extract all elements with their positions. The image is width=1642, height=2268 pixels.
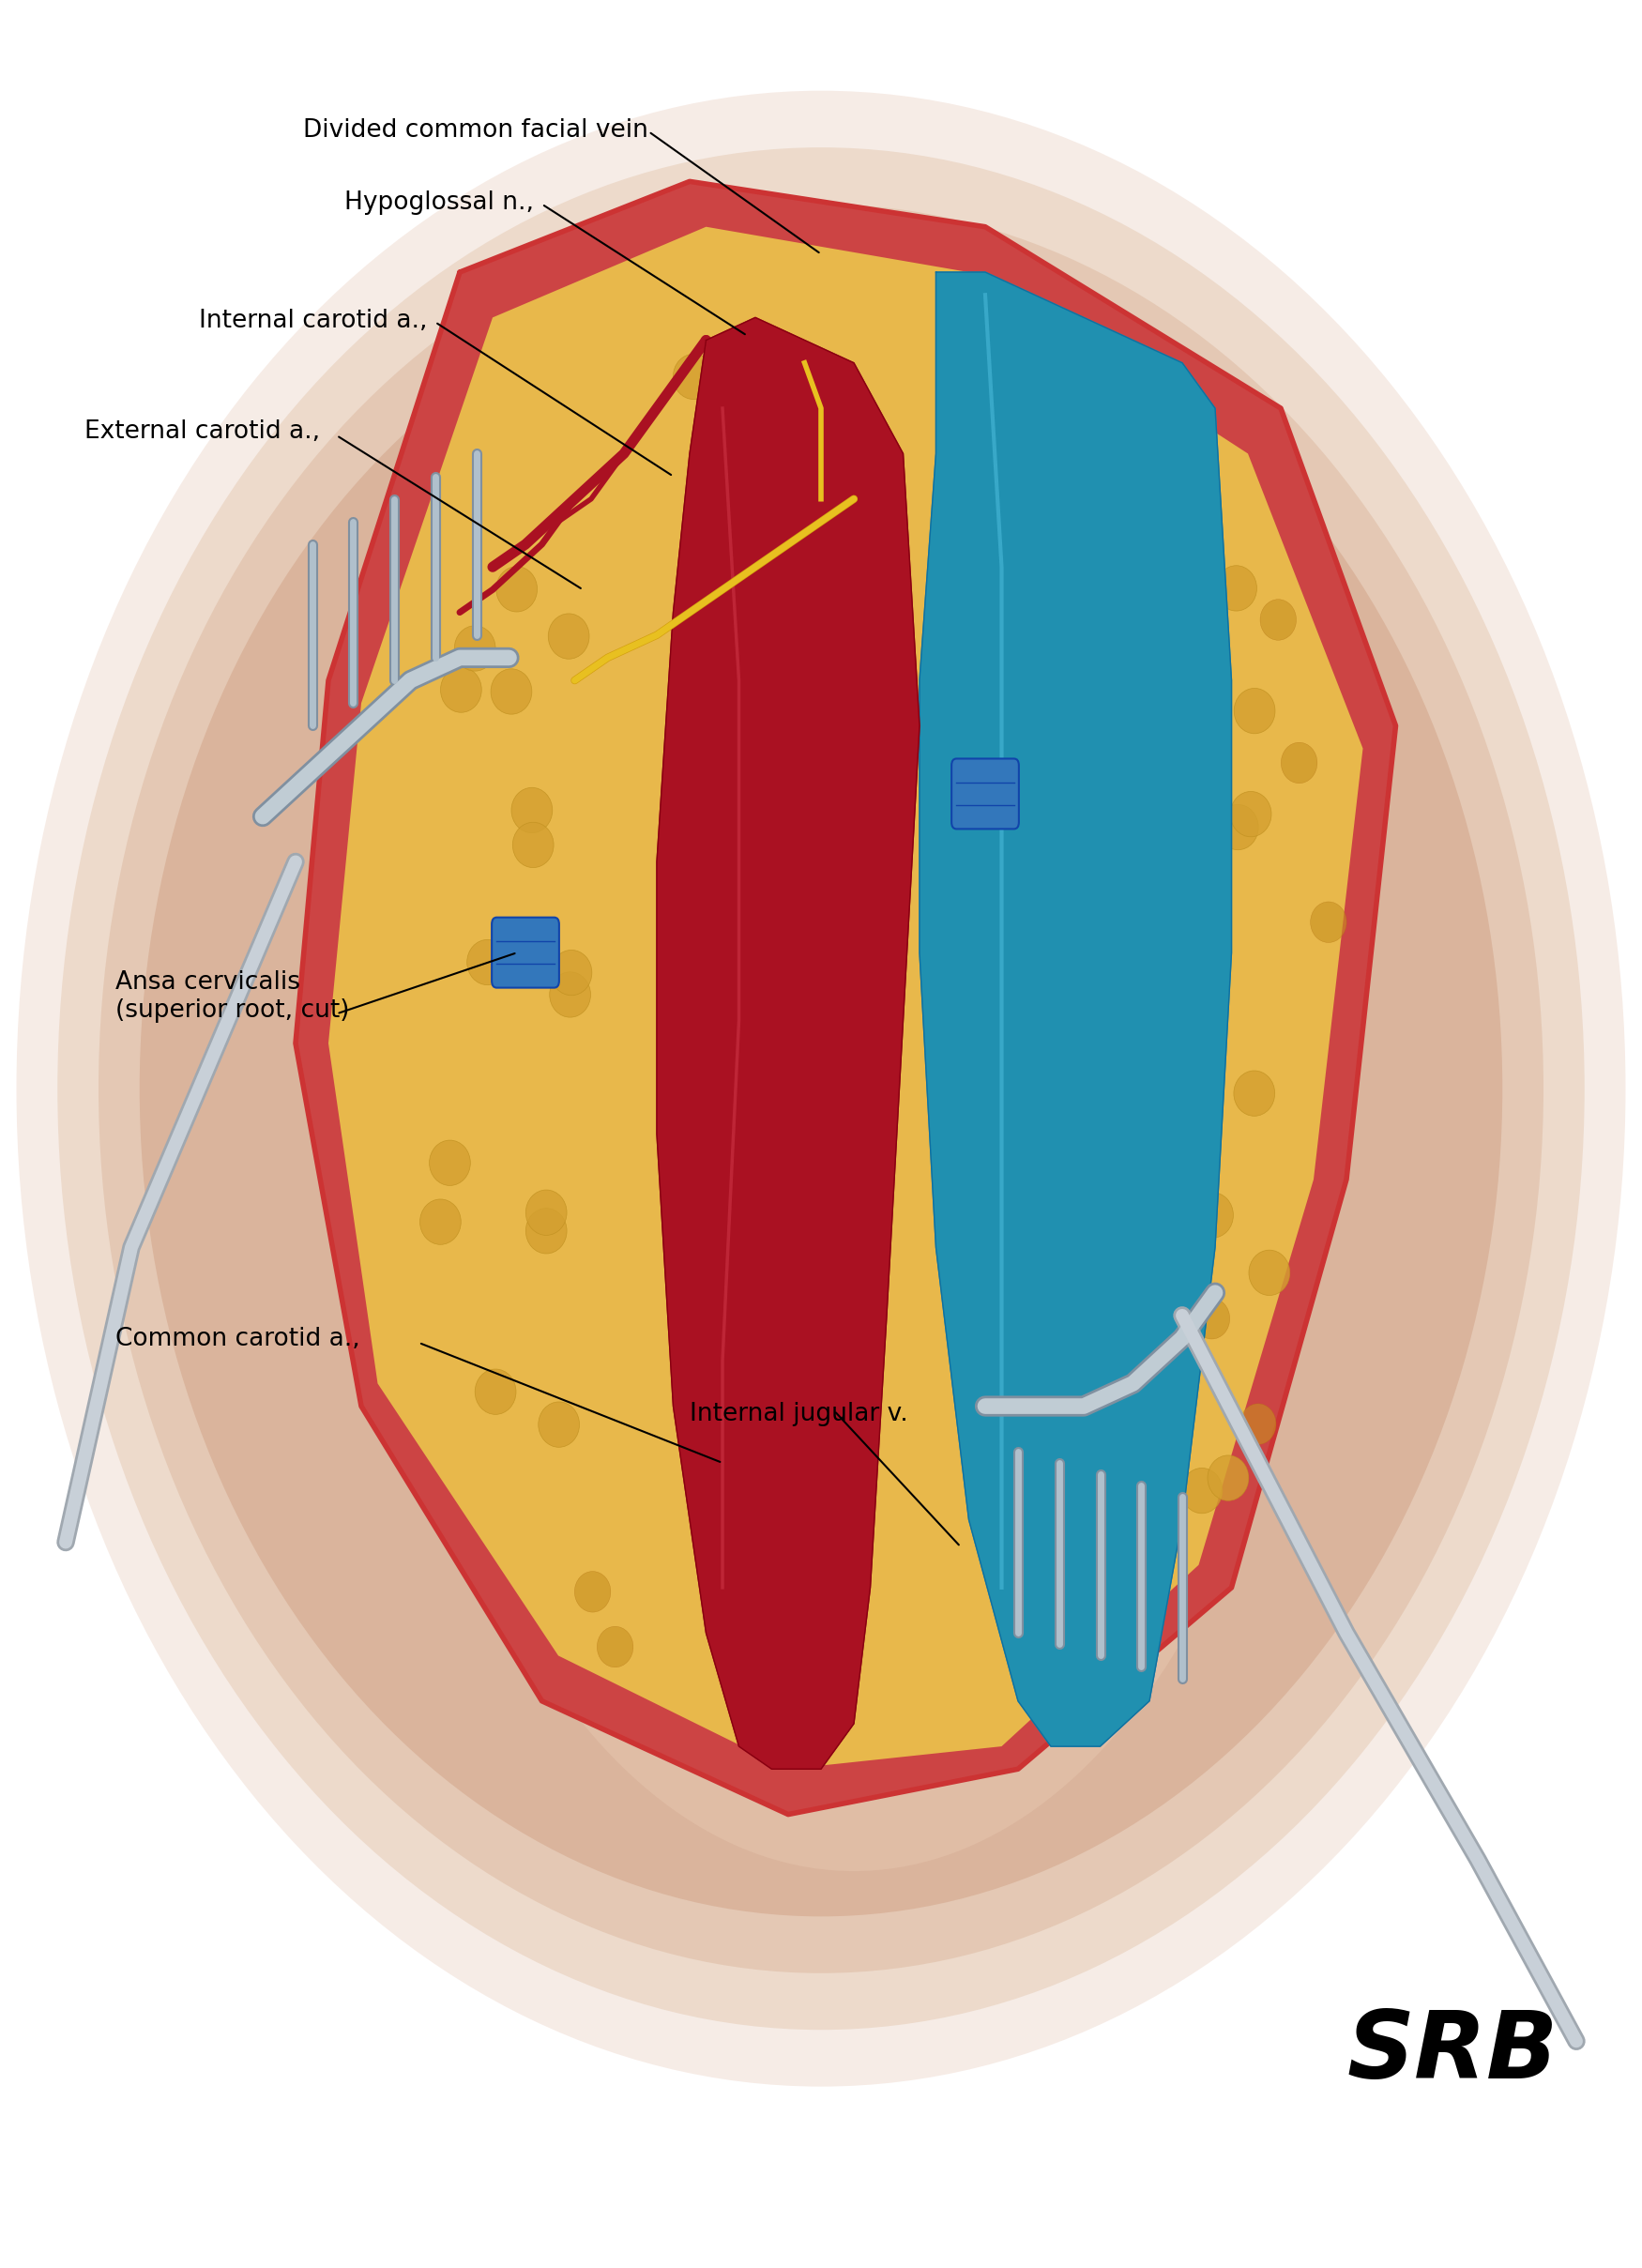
Text: External carotid a.,: External carotid a., bbox=[85, 420, 320, 445]
Ellipse shape bbox=[525, 1209, 566, 1254]
Ellipse shape bbox=[429, 1141, 470, 1186]
Ellipse shape bbox=[16, 91, 1626, 2087]
Ellipse shape bbox=[1181, 1467, 1222, 1513]
Polygon shape bbox=[657, 318, 920, 1769]
Ellipse shape bbox=[1233, 1070, 1274, 1116]
Ellipse shape bbox=[1259, 599, 1296, 640]
Ellipse shape bbox=[525, 1191, 566, 1236]
Ellipse shape bbox=[496, 567, 537, 612]
Text: SRB: SRB bbox=[1346, 2007, 1558, 2098]
Ellipse shape bbox=[420, 1200, 461, 1245]
Ellipse shape bbox=[1115, 626, 1156, 671]
Ellipse shape bbox=[539, 1402, 580, 1447]
Ellipse shape bbox=[440, 667, 481, 712]
Ellipse shape bbox=[512, 823, 553, 869]
Text: Ansa cervicalis
(superior root, cut): Ansa cervicalis (superior root, cut) bbox=[115, 971, 350, 1023]
Ellipse shape bbox=[548, 615, 589, 660]
Ellipse shape bbox=[511, 787, 552, 832]
Ellipse shape bbox=[99, 204, 1543, 1973]
Ellipse shape bbox=[1215, 565, 1256, 610]
Ellipse shape bbox=[491, 669, 532, 714]
Ellipse shape bbox=[550, 973, 591, 1018]
Ellipse shape bbox=[402, 397, 1305, 1871]
Ellipse shape bbox=[455, 626, 496, 671]
Ellipse shape bbox=[727, 365, 768, 411]
Ellipse shape bbox=[475, 1370, 516, 1415]
Ellipse shape bbox=[673, 354, 714, 399]
Ellipse shape bbox=[1112, 968, 1153, 1014]
Ellipse shape bbox=[550, 950, 591, 996]
Ellipse shape bbox=[140, 261, 1502, 1916]
Text: Internal jugular v.: Internal jugular v. bbox=[690, 1402, 908, 1427]
Ellipse shape bbox=[1192, 1193, 1233, 1238]
FancyBboxPatch shape bbox=[952, 758, 1018, 830]
Polygon shape bbox=[345, 249, 1330, 1769]
Ellipse shape bbox=[1230, 792, 1271, 837]
Text: Hypoglossal n.,: Hypoglossal n., bbox=[345, 191, 534, 215]
Polygon shape bbox=[328, 227, 1363, 1769]
Ellipse shape bbox=[1085, 1352, 1121, 1393]
Ellipse shape bbox=[1281, 742, 1317, 782]
Ellipse shape bbox=[1310, 903, 1346, 943]
Ellipse shape bbox=[1235, 687, 1276, 733]
Polygon shape bbox=[920, 272, 1232, 1746]
Text: Divided common facial vein: Divided common facial vein bbox=[304, 118, 649, 143]
Ellipse shape bbox=[1100, 978, 1141, 1023]
Ellipse shape bbox=[57, 147, 1585, 2030]
Ellipse shape bbox=[810, 1588, 846, 1628]
Ellipse shape bbox=[1153, 572, 1189, 612]
Ellipse shape bbox=[466, 939, 507, 984]
Ellipse shape bbox=[1240, 1404, 1276, 1445]
Ellipse shape bbox=[1005, 336, 1046, 381]
Ellipse shape bbox=[1207, 1456, 1248, 1501]
Ellipse shape bbox=[1217, 805, 1258, 850]
Polygon shape bbox=[296, 181, 1396, 1814]
FancyBboxPatch shape bbox=[493, 919, 558, 989]
Ellipse shape bbox=[575, 1572, 611, 1613]
Ellipse shape bbox=[1172, 1116, 1209, 1157]
Ellipse shape bbox=[1250, 1250, 1291, 1295]
Ellipse shape bbox=[1194, 1297, 1230, 1338]
Text: Common carotid a.,: Common carotid a., bbox=[115, 1327, 360, 1352]
Ellipse shape bbox=[598, 1626, 634, 1667]
Ellipse shape bbox=[1077, 1644, 1113, 1685]
Ellipse shape bbox=[1144, 787, 1186, 832]
Ellipse shape bbox=[1169, 1175, 1210, 1220]
Text: Internal carotid a.,: Internal carotid a., bbox=[199, 308, 427, 333]
